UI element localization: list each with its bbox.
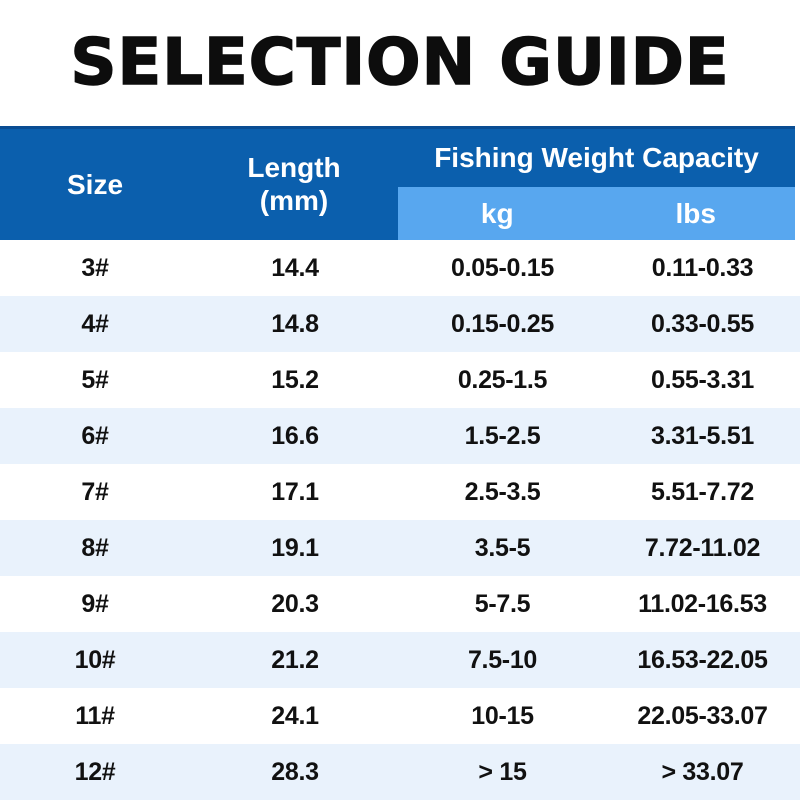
size-cell: 8# [81,533,109,562]
kg-cell: > 15 [478,757,527,786]
lbs-column-header: lbs [675,197,716,229]
title-bar: SELECTION GUIDE [0,0,800,126]
kg-cell: 1.5-2.5 [464,421,541,450]
length-cell: 14.4 [271,253,319,282]
table-row: 7# 17.1 2.5-3.5 5.51-7.72 [0,464,800,520]
table-row: 4# 14.8 0.15-0.25 0.33-0.55 [0,296,800,352]
table-row: 10# 21.2 7.5-10 16.53-22.05 [0,632,800,688]
table-row: 8# 19.1 3.5-5 7.72-11.02 [0,520,800,576]
length-unit-label: (mm) [259,184,329,216]
size-cell: 11# [75,701,115,730]
table-row: 9# 20.3 5-7.5 11.02-16.53 [0,576,800,632]
capacity-subheader: kg lbs [398,187,795,240]
kg-cell: 0.15-0.25 [451,309,554,338]
table-row: 3# 14.4 0.05-0.15 0.11-0.33 [0,240,800,296]
kg-cell: 10-15 [471,701,534,730]
lbs-cell: 11.02-16.53 [638,589,767,618]
table-body: 3# 14.4 0.05-0.15 0.11-0.33 4# 14.8 0.15… [0,240,800,800]
length-cell: 17.1 [271,477,319,506]
size-cell: 5# [81,365,109,394]
lbs-cell: 22.05-33.07 [637,701,768,730]
size-cell: 9# [81,589,109,618]
kg-cell: 0.25-1.5 [457,365,548,394]
length-cell: 14.8 [271,309,319,338]
table-row: 12# 28.3 > 15 > 33.07 [0,744,800,800]
length-cell: 21.2 [271,645,319,674]
page-title: SELECTION GUIDE [70,25,730,101]
kg-cell: 3.5-5 [474,533,531,562]
kg-cell: 2.5-3.5 [464,477,541,506]
size-cell: 7# [81,477,109,506]
length-cell: 28.3 [271,757,319,786]
table-row: 11# 24.1 10-15 22.05-33.07 [0,688,800,744]
lbs-cell: 7.72-11.02 [644,533,761,562]
size-cell: 4# [81,309,109,338]
length-cell: 24.1 [271,701,319,730]
table-row: 5# 15.2 0.25-1.5 0.55-3.31 [0,352,800,408]
lbs-cell: 0.55-3.31 [651,365,754,394]
size-cell: 12# [74,757,116,786]
length-cell: 16.6 [271,421,319,450]
size-column-header: Size [66,168,124,200]
lbs-cell: 0.33-0.55 [651,309,754,338]
size-cell: 3# [81,253,109,282]
table-header: Size Length (mm) Fishing Weight Capacity… [0,126,795,240]
lbs-cell: 3.31-5.51 [651,421,754,450]
kg-cell: 0.05-0.15 [451,253,554,282]
size-cell: 10# [74,645,116,674]
lbs-cell: > 33.07 [661,757,744,786]
length-cell: 15.2 [271,365,319,394]
length-label: Length [247,152,341,184]
kg-cell: 5-7.5 [474,589,531,618]
length-cell: 19.1 [271,533,319,562]
capacity-group-header: Fishing Weight Capacity [434,142,759,173]
length-column-header: Length (mm) [190,129,398,240]
kg-cell: 7.5-10 [467,645,538,674]
table-row: 6# 16.6 1.5-2.5 3.31-5.51 [0,408,800,464]
lbs-cell: 5.51-7.72 [651,477,754,506]
length-cell: 20.3 [271,589,319,618]
lbs-cell: 16.53-22.05 [637,645,768,674]
size-cell: 6# [81,421,109,450]
lbs-cell: 0.11-0.33 [651,253,754,282]
kg-column-header: kg [480,197,514,229]
capacity-column-group: Fishing Weight Capacity kg lbs [398,129,795,240]
